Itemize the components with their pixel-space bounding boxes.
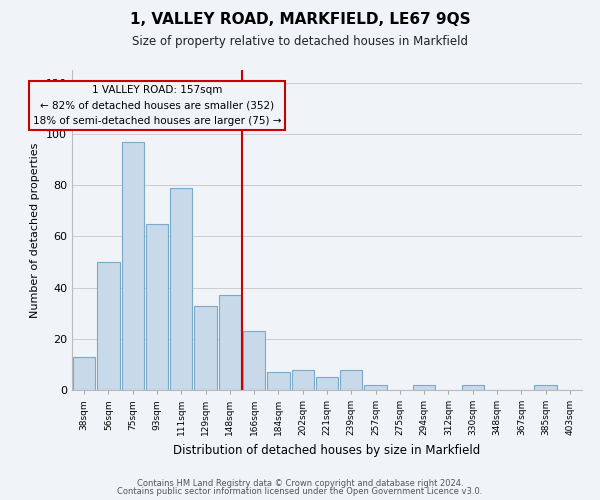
Bar [340, 370, 362, 390]
Bar [461, 385, 484, 390]
Y-axis label: Number of detached properties: Number of detached properties [31, 142, 40, 318]
Text: Contains public sector information licensed under the Open Government Licence v3: Contains public sector information licen… [118, 487, 482, 496]
Bar [218, 296, 241, 390]
Bar [97, 262, 119, 390]
Bar [292, 370, 314, 390]
Bar [364, 385, 387, 390]
Bar [146, 224, 168, 390]
Text: 1, VALLEY ROAD, MARKFIELD, LE67 9QS: 1, VALLEY ROAD, MARKFIELD, LE67 9QS [130, 12, 470, 28]
Bar [243, 331, 265, 390]
Bar [170, 188, 193, 390]
Bar [267, 372, 290, 390]
Bar [73, 356, 95, 390]
Text: Size of property relative to detached houses in Markfield: Size of property relative to detached ho… [132, 35, 468, 48]
Bar [413, 385, 436, 390]
X-axis label: Distribution of detached houses by size in Markfield: Distribution of detached houses by size … [173, 444, 481, 456]
Bar [316, 377, 338, 390]
Text: Contains HM Land Registry data © Crown copyright and database right 2024.: Contains HM Land Registry data © Crown c… [137, 478, 463, 488]
Bar [194, 306, 217, 390]
Bar [535, 385, 557, 390]
Text: 1 VALLEY ROAD: 157sqm
← 82% of detached houses are smaller (352)
18% of semi-det: 1 VALLEY ROAD: 157sqm ← 82% of detached … [33, 86, 281, 126]
Bar [122, 142, 144, 390]
